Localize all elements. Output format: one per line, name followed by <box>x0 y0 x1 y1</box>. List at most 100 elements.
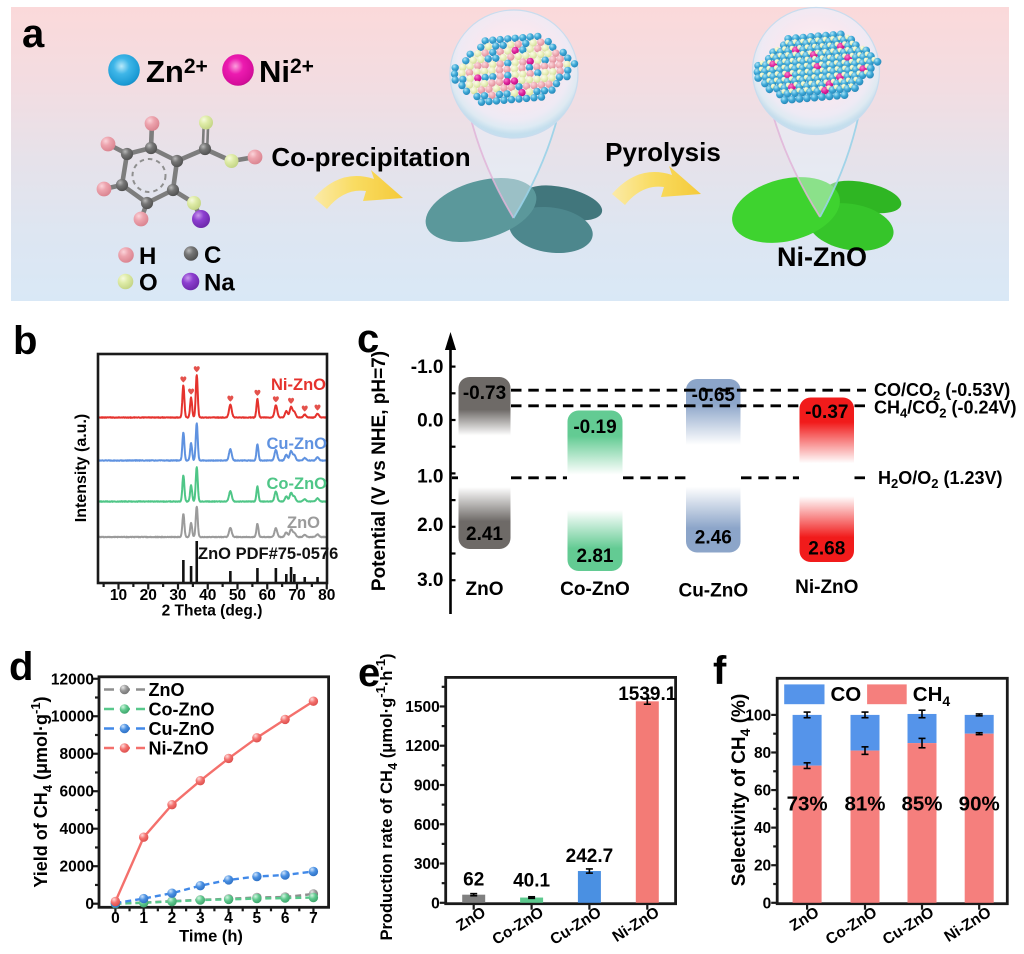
svg-text:100: 100 <box>745 707 771 724</box>
svg-text:6: 6 <box>281 910 290 927</box>
svg-text:4000: 4000 <box>60 821 94 838</box>
svg-text:0: 0 <box>85 896 94 913</box>
svg-text:80: 80 <box>754 745 771 762</box>
svg-text:Cu-ZnO: Cu-ZnO <box>267 435 328 453</box>
svg-text:Potential (V vs NHE, pH=7): Potential (V vs NHE, pH=7) <box>369 351 390 591</box>
svg-text:7: 7 <box>309 910 318 927</box>
svg-text:2000: 2000 <box>60 859 94 876</box>
svg-text:0: 0 <box>111 910 120 927</box>
svg-text:Ni-ZnO: Ni-ZnO <box>777 242 867 272</box>
svg-text:2.81: 2.81 <box>577 546 614 567</box>
svg-text:900: 900 <box>414 777 440 794</box>
svg-text:Cu-ZnO: Cu-ZnO <box>678 581 748 602</box>
svg-text:6000: 6000 <box>60 784 94 801</box>
svg-text:ZnO: ZnO <box>787 904 822 935</box>
svg-text:50: 50 <box>229 587 246 604</box>
svg-text:2.41: 2.41 <box>466 524 503 545</box>
svg-text:81%: 81% <box>844 793 885 816</box>
svg-text:-0.73: -0.73 <box>463 383 506 404</box>
svg-text:10000: 10000 <box>51 709 94 726</box>
svg-text:20: 20 <box>754 858 771 875</box>
svg-text:85%: 85% <box>901 793 942 816</box>
svg-text:ZnO: ZnO <box>466 579 504 600</box>
svg-text:1.0: 1.0 <box>417 466 443 487</box>
svg-text:ZnO: ZnO <box>287 514 320 532</box>
svg-text:Co-precipitation: Co-precipitation <box>271 142 470 172</box>
svg-text:1: 1 <box>139 910 148 927</box>
svg-text:12000: 12000 <box>51 671 94 688</box>
svg-text:Co-ZnO: Co-ZnO <box>267 475 328 493</box>
svg-text:Co-ZnO: Co-ZnO <box>560 579 630 600</box>
svg-text:2 Theta (deg.): 2 Theta (deg.) <box>162 603 263 620</box>
svg-text:2: 2 <box>168 910 177 927</box>
svg-text:60: 60 <box>259 587 276 604</box>
svg-text:20: 20 <box>140 587 157 604</box>
svg-text:Production rate of CH4 (μmol·g: Production rate of CH4 (μmol·g-1·h-1) <box>373 653 400 940</box>
svg-text:0: 0 <box>431 895 440 912</box>
svg-text:Ni-ZnO: Ni-ZnO <box>149 739 209 759</box>
svg-text:Ni2+: Ni2+ <box>259 54 314 89</box>
svg-text:a: a <box>22 12 45 56</box>
svg-text:Co-ZnO: Co-ZnO <box>490 904 547 949</box>
svg-text:-1.0: -1.0 <box>411 357 444 378</box>
svg-text:Intensity (a.u.): Intensity (a.u.) <box>73 414 90 522</box>
svg-text:H: H <box>139 243 156 270</box>
svg-text:73%: 73% <box>787 793 828 816</box>
svg-text:Ni-ZnO: Ni-ZnO <box>610 904 663 946</box>
svg-text:Ni-ZnO: Ni-ZnO <box>942 904 995 946</box>
svg-text:e: e <box>358 651 380 695</box>
svg-text:300: 300 <box>414 856 440 873</box>
svg-text:40: 40 <box>754 820 771 837</box>
svg-text:-0.19: -0.19 <box>573 417 616 438</box>
svg-text:30: 30 <box>169 587 186 604</box>
svg-text:Selectivity of CH4 (%): Selectivity of CH4 (%) <box>729 694 753 887</box>
svg-text:62: 62 <box>463 870 484 891</box>
svg-text:5: 5 <box>253 910 262 927</box>
svg-text:CO: CO <box>831 683 862 706</box>
svg-text:f: f <box>713 649 727 693</box>
svg-text:40: 40 <box>199 587 216 604</box>
svg-text:242.7: 242.7 <box>566 846 614 867</box>
svg-text:C: C <box>204 242 221 269</box>
svg-text:3: 3 <box>196 910 205 927</box>
svg-text:4: 4 <box>224 910 233 927</box>
svg-text:0: 0 <box>763 895 772 912</box>
svg-text:40.1: 40.1 <box>513 871 550 892</box>
svg-text:d: d <box>9 645 33 689</box>
svg-text:O: O <box>139 270 158 297</box>
svg-text:90%: 90% <box>959 793 1000 816</box>
svg-text:ZnO PDF#75-0576: ZnO PDF#75-0576 <box>198 545 338 563</box>
svg-text:2.46: 2.46 <box>695 528 732 549</box>
svg-text:3.0: 3.0 <box>417 570 443 591</box>
svg-text:ZnO: ZnO <box>149 680 185 700</box>
svg-text:Cu-ZnO: Cu-ZnO <box>149 719 215 739</box>
svg-text:70: 70 <box>288 587 305 604</box>
svg-text:0.0: 0.0 <box>417 411 443 432</box>
svg-text:600: 600 <box>414 817 440 834</box>
svg-text:Ni-ZnO: Ni-ZnO <box>271 376 326 394</box>
svg-text:1500: 1500 <box>405 699 439 716</box>
svg-text:c: c <box>357 317 379 361</box>
svg-text:CH4: CH4 <box>913 683 951 709</box>
svg-text:60: 60 <box>754 783 771 800</box>
svg-text:8000: 8000 <box>60 746 94 763</box>
svg-text:Time (h): Time (h) <box>179 928 243 946</box>
svg-text:2.68: 2.68 <box>808 539 845 560</box>
svg-text:1539.1: 1539.1 <box>618 684 677 705</box>
svg-text:CO/CO2​ (-0.53V): CO/CO2​ (-0.53V) <box>874 380 1010 403</box>
svg-text:Cu-ZnO: Cu-ZnO <box>547 904 604 949</box>
svg-text:H2​O/O2​ (1.23V): H2​O/O2​ (1.23V) <box>878 468 1003 491</box>
svg-text:ZnO: ZnO <box>454 904 489 935</box>
svg-text:CH4​/CO2​ (-0.24V): CH4​/CO2​ (-0.24V) <box>874 398 1017 421</box>
svg-text:Ni-ZnO: Ni-ZnO <box>795 577 858 598</box>
svg-text:1200: 1200 <box>405 738 439 755</box>
svg-text:b: b <box>13 319 37 363</box>
svg-text:Na: Na <box>204 270 235 297</box>
svg-text:10: 10 <box>110 587 127 604</box>
svg-text:2.0: 2.0 <box>417 515 443 536</box>
svg-text:Cu-ZnO: Cu-ZnO <box>880 904 937 949</box>
svg-text:Co-ZnO: Co-ZnO <box>149 700 215 720</box>
svg-text:-0.37: -0.37 <box>805 402 848 423</box>
svg-text:Yield of CH4 (μmol·g-1): Yield of CH4 (μmol·g-1) <box>28 696 55 887</box>
svg-text:Pyrolysis: Pyrolysis <box>605 137 721 167</box>
